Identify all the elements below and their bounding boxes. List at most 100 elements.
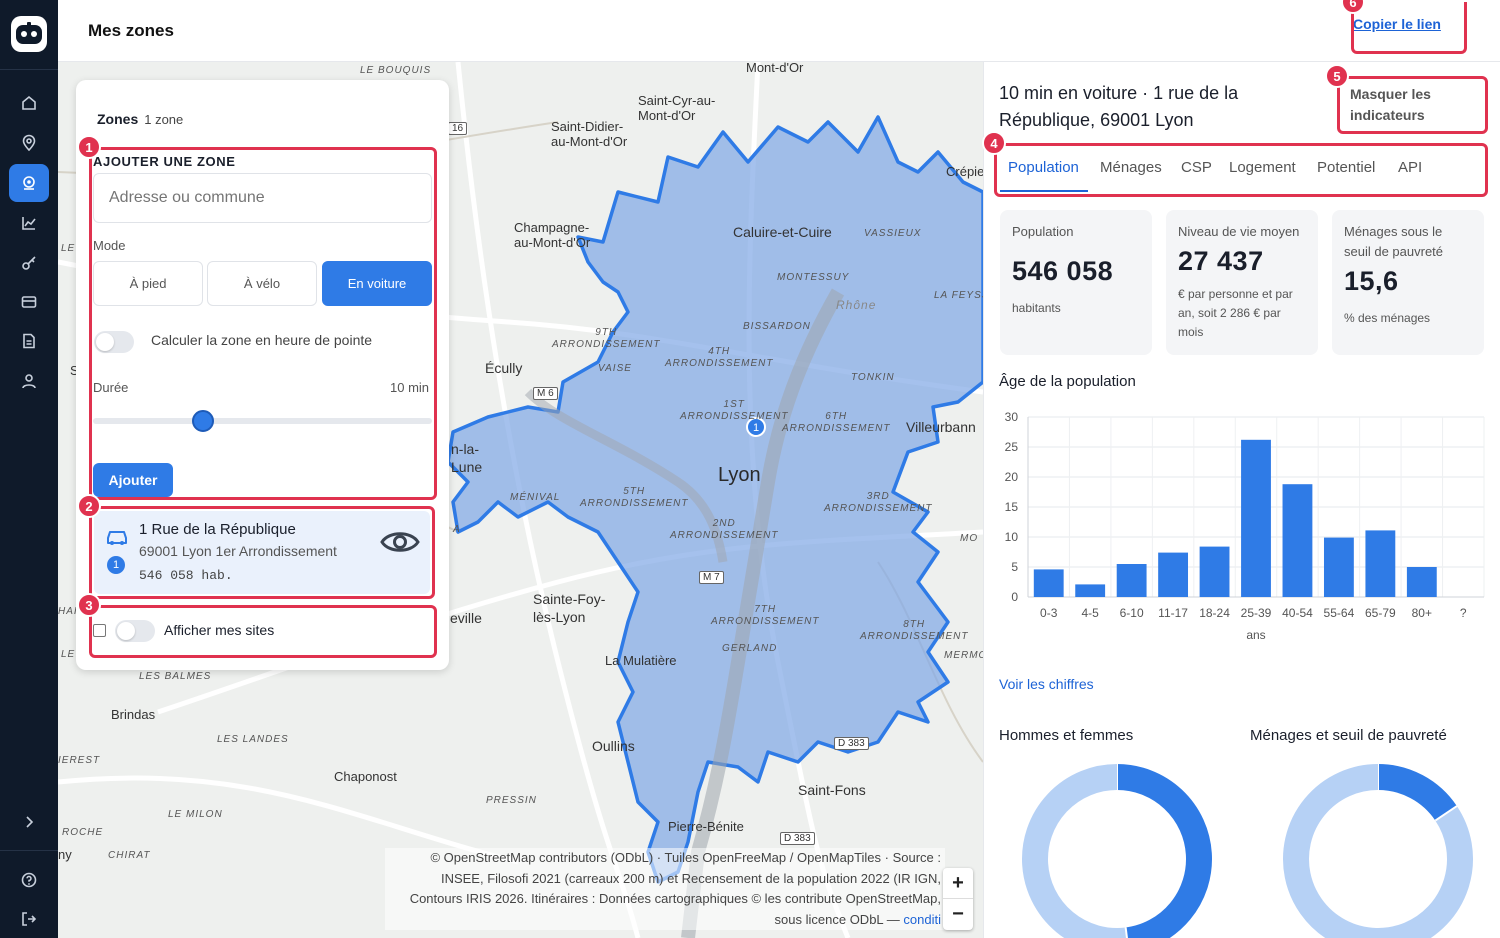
tab-potentiel[interactable]: Potentiel bbox=[1317, 159, 1376, 176]
map-label-hai: HAI bbox=[58, 606, 78, 617]
map-label-champagne: Champagne- au-Mont-d'Or bbox=[514, 220, 591, 250]
attribution-link[interactable]: conditi bbox=[903, 911, 941, 927]
map-label-menival: MÉNIVAL bbox=[510, 492, 561, 503]
sidebar-item-home[interactable] bbox=[9, 84, 49, 122]
mode-bike-button[interactable]: À vélo bbox=[207, 261, 317, 306]
sidebar-item-account[interactable] bbox=[9, 362, 49, 400]
poverty-donut-chart bbox=[1283, 764, 1473, 938]
tab-logement[interactable]: Logement bbox=[1229, 159, 1296, 176]
map-label-arr6: 6TH ARRONDISSEMENT bbox=[782, 411, 891, 434]
kpi-unit: % des ménages bbox=[1344, 311, 1431, 325]
kpi-population: Population 546 058 habitants bbox=[1000, 210, 1152, 355]
step-badge-4: 4 bbox=[982, 131, 1006, 155]
user-icon bbox=[22, 374, 36, 389]
car-icon bbox=[107, 531, 127, 545]
highlight-hide-indicators bbox=[1337, 76, 1488, 134]
app-logo[interactable] bbox=[11, 16, 47, 52]
map-label-arr2: 2ND ARRONDISSEMENT bbox=[670, 518, 779, 541]
map-label-arr8: 8TH ARRONDISSEMENT bbox=[860, 619, 969, 642]
sidebar-item-documents[interactable] bbox=[9, 322, 49, 360]
kpi-label: Ménages sous le seuil de pauvreté bbox=[1344, 224, 1444, 259]
kpi-label: Population bbox=[1012, 224, 1074, 239]
add-zone-button[interactable]: Ajouter bbox=[93, 463, 173, 497]
map-label-rhone: Rhône bbox=[836, 298, 877, 312]
age-bar-chart: 0 5 10 15 20 25 30 0-3 4-5 6-10 11-17 18-24 25-39 40-… bbox=[1005, 410, 1485, 642]
map-label-le-1: LE bbox=[61, 243, 76, 254]
hide-indicators-button[interactable]: Masquer les indicateurs bbox=[1350, 86, 1431, 123]
mode-car-button[interactable]: En voiture bbox=[322, 261, 432, 306]
map-label-lyon: Lyon bbox=[718, 464, 761, 486]
map-label-vassieux: VASSIEUX bbox=[864, 228, 922, 239]
map-label-les-landes: LES LANDES bbox=[217, 734, 289, 745]
map-label-mont-dor: Mont-d'Or bbox=[746, 62, 804, 75]
sidebar-item-analytics[interactable] bbox=[9, 204, 49, 242]
bar-6-10 bbox=[1116, 564, 1147, 597]
tab-menages[interactable]: Ménages bbox=[1100, 159, 1162, 176]
sites-checkbox[interactable] bbox=[93, 624, 106, 637]
y-tick-label: 25 bbox=[1005, 440, 1019, 454]
map-label-le-bouquis: LE BOUQUIS bbox=[360, 65, 432, 76]
add-zone-title: AJOUTER UNE ZONE bbox=[93, 154, 236, 169]
tab-api[interactable]: API bbox=[1398, 159, 1423, 176]
step-badge-3: 3 bbox=[77, 593, 101, 617]
y-tick-label: 5 bbox=[1011, 560, 1018, 574]
zone-marker[interactable] bbox=[746, 417, 766, 437]
step-badge-5: 5 bbox=[1325, 64, 1349, 88]
zoom-in-button[interactable]: + bbox=[943, 868, 973, 899]
road-shield-m7: M 7 bbox=[699, 571, 724, 584]
see-figures-link[interactable]: Voir les chiffres bbox=[999, 676, 1094, 692]
zone-card[interactable]: 1 1 Rue de la République 69001 Lyon 1er … bbox=[94, 511, 430, 594]
sidebar-expand-button[interactable] bbox=[9, 803, 49, 841]
map-label-pierre-benite: Pierre-Bénite bbox=[668, 819, 744, 834]
key-icon bbox=[22, 256, 36, 270]
top-bar: Mes zones Copier le lien bbox=[58, 0, 1500, 62]
map-label-le-milon: LE MILON bbox=[168, 809, 223, 820]
y-tick-label: 0 bbox=[1011, 590, 1018, 604]
sidebar-item-places[interactable] bbox=[9, 124, 49, 162]
mode-walk-button[interactable]: À pied bbox=[93, 261, 203, 306]
map-label-chirat: CHIRAT bbox=[108, 850, 151, 861]
tab-csp[interactable]: CSP bbox=[1181, 159, 1212, 176]
duration-slider-track[interactable] bbox=[93, 418, 432, 424]
map-label-caluire: Caluire-et-Cuire bbox=[733, 224, 832, 240]
x-tick-label: 4-5 bbox=[1082, 606, 1100, 620]
tab-population[interactable]: Population bbox=[1008, 159, 1079, 176]
bar-40-54 bbox=[1282, 484, 1313, 597]
map-label-ierest: IEREST bbox=[58, 755, 101, 766]
eye-icon[interactable] bbox=[379, 526, 421, 558]
map-label-saint-cyr: Saint-Cyr-au- Mont-d'Or bbox=[638, 93, 716, 123]
sidebar-item-billing[interactable] bbox=[9, 283, 49, 321]
logout-button[interactable] bbox=[9, 900, 49, 938]
sites-toggle[interactable] bbox=[115, 620, 155, 642]
help-button[interactable] bbox=[9, 861, 49, 899]
bar-4-5 bbox=[1075, 584, 1106, 597]
bar-11-17 bbox=[1158, 552, 1189, 597]
y-tick-label: 10 bbox=[1005, 530, 1019, 544]
sidebar-item-keys[interactable] bbox=[9, 244, 49, 282]
sidebar-item-zones[interactable] bbox=[9, 164, 49, 202]
copy-link-button[interactable]: Copier le lien bbox=[1353, 16, 1441, 32]
peak-hour-toggle[interactable] bbox=[94, 331, 134, 353]
highlight-copy-link bbox=[1351, 2, 1467, 54]
map-label-arr9: 9TH ARRONDISSEMENT bbox=[552, 327, 661, 350]
address-input[interactable] bbox=[93, 173, 432, 223]
donut-separator bbox=[1434, 805, 1458, 822]
donut-title-gender: Hommes et femmes bbox=[999, 727, 1134, 744]
x-tick-label: 0-3 bbox=[1040, 606, 1058, 620]
map-label-saint-didier: Saint-Didier- au-Mont-d'Or bbox=[551, 119, 628, 149]
duration-value: 10 min bbox=[390, 380, 430, 395]
map-label-ny: ny bbox=[58, 847, 72, 862]
bar-0-3 bbox=[1033, 569, 1064, 597]
help-icon bbox=[21, 872, 37, 888]
donut-separator bbox=[1124, 927, 1128, 938]
page-title: Mes zones bbox=[88, 21, 174, 40]
mode-label: Mode bbox=[93, 238, 126, 253]
x-tick-label: 18-24 bbox=[1199, 606, 1230, 620]
duration-slider-thumb[interactable] bbox=[192, 410, 214, 432]
chevron-right-icon bbox=[26, 816, 34, 828]
chart-icon bbox=[22, 217, 36, 230]
zoom-out-button[interactable]: − bbox=[952, 903, 964, 925]
highlight-add-zone bbox=[89, 147, 437, 500]
road-shield-d383-a: D 383 bbox=[834, 737, 869, 750]
map-label-tonkin: TONKIN bbox=[851, 372, 895, 383]
